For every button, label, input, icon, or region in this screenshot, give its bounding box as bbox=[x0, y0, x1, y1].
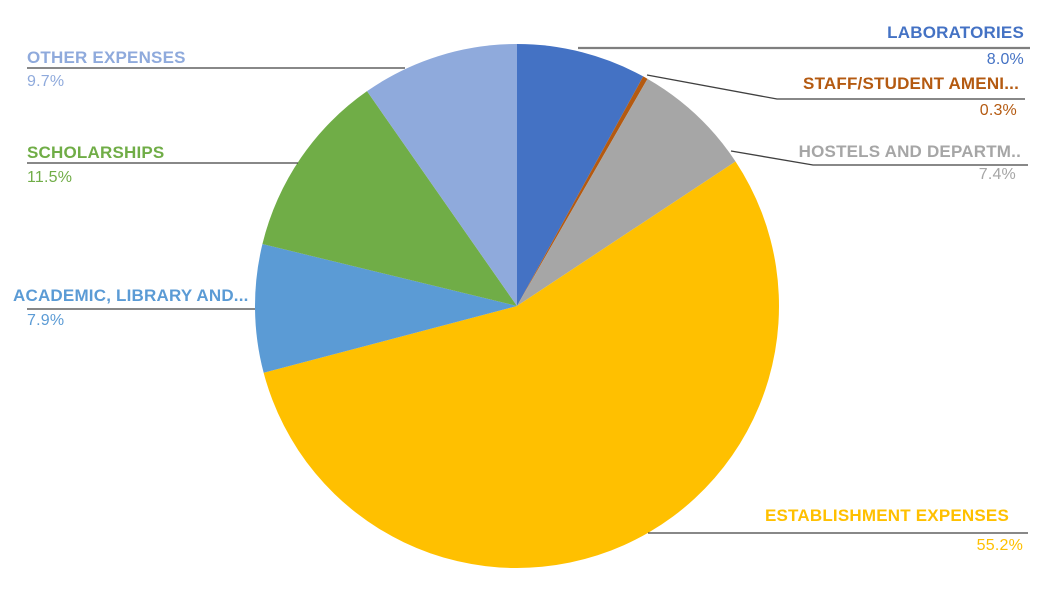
slice-label-hostels-departments: HOSTELS AND DEPARTM.. bbox=[798, 142, 1021, 161]
pie-slice-laboratories[interactable] bbox=[517, 44, 644, 306]
slice-label-other-expenses: OTHER EXPENSES bbox=[27, 48, 186, 67]
slice-percent-staff-student-amenities: 0.3% bbox=[979, 102, 1017, 119]
slice-percent-laboratories: 8.0% bbox=[986, 51, 1024, 68]
leader-line-hostels-and-departments bbox=[730, 150, 1028, 166]
pie-slice-other-expenses[interactable] bbox=[367, 44, 517, 306]
slice-label-scholarships: SCHOLARSHIPS bbox=[27, 143, 165, 162]
slice-percent-other-expenses: 9.7% bbox=[27, 73, 65, 90]
slice-percent-academic-library: 7.9% bbox=[27, 312, 65, 329]
leader-line-staff-student-amenities bbox=[646, 74, 1025, 100]
slice-percent-establishment-expenses: 55.2% bbox=[976, 537, 1023, 554]
slice-label-staff-student-amenities: STAFF/STUDENT AMENI... bbox=[803, 74, 1019, 93]
pie-slice-establishment-expenses[interactable] bbox=[263, 161, 779, 568]
pie-slice-staff-student-ameni[interactable] bbox=[517, 76, 648, 306]
pie-slice-hostels-and-departm[interactable] bbox=[517, 78, 736, 306]
pie-slice-scholarships[interactable] bbox=[262, 91, 517, 306]
slice-label-establishment-expenses: ESTABLISHMENT EXPENSES bbox=[764, 506, 1009, 525]
pie-slice-academic-library-and[interactable] bbox=[255, 244, 518, 373]
slice-label-laboratories: LABORATORIES bbox=[887, 23, 1024, 42]
slice-label-academic-library: ACADEMIC, LIBRARY AND... bbox=[13, 286, 249, 305]
slice-percent-scholarships: 11.5% bbox=[27, 169, 73, 186]
slice-percent-hostels-departments: 7.4% bbox=[978, 166, 1016, 183]
